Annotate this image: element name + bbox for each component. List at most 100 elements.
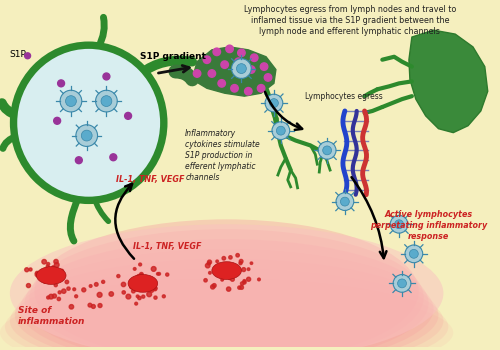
Circle shape	[124, 112, 132, 119]
Circle shape	[82, 130, 92, 141]
Circle shape	[74, 295, 78, 298]
Circle shape	[240, 282, 244, 285]
Text: Active lymphocytes
perpetating inflammatory
response: Active lymphocytes perpetating inflammat…	[370, 210, 488, 241]
Circle shape	[318, 141, 336, 159]
Circle shape	[260, 63, 268, 70]
Text: Inflammatory
cytokines stimulate
S1P production in
efferent lymphatic
channels: Inflammatory cytokines stimulate S1P pro…	[185, 129, 260, 182]
Circle shape	[398, 279, 406, 288]
Circle shape	[208, 272, 211, 274]
Circle shape	[26, 284, 30, 288]
Circle shape	[242, 268, 246, 272]
Circle shape	[216, 260, 218, 262]
Circle shape	[250, 262, 252, 265]
Circle shape	[58, 291, 61, 294]
Circle shape	[53, 273, 57, 276]
Ellipse shape	[0, 288, 454, 350]
Circle shape	[208, 262, 210, 265]
Circle shape	[248, 66, 255, 73]
Circle shape	[154, 287, 157, 291]
Circle shape	[42, 259, 46, 264]
Circle shape	[54, 262, 59, 267]
Ellipse shape	[5, 279, 448, 350]
Circle shape	[265, 94, 283, 112]
Circle shape	[208, 260, 212, 264]
Circle shape	[236, 253, 240, 257]
Circle shape	[67, 287, 70, 290]
Circle shape	[60, 269, 64, 273]
Circle shape	[240, 259, 243, 263]
Circle shape	[222, 257, 226, 260]
Circle shape	[229, 256, 232, 259]
Circle shape	[276, 126, 285, 135]
Circle shape	[60, 90, 82, 112]
Circle shape	[152, 286, 156, 290]
Circle shape	[102, 280, 104, 284]
Circle shape	[238, 49, 245, 57]
Circle shape	[206, 263, 210, 268]
Circle shape	[194, 70, 201, 77]
Circle shape	[62, 289, 66, 293]
Circle shape	[96, 90, 118, 112]
Circle shape	[250, 54, 258, 62]
Circle shape	[66, 96, 76, 106]
Circle shape	[258, 278, 260, 281]
Circle shape	[90, 285, 92, 287]
Circle shape	[46, 265, 50, 268]
Circle shape	[41, 279, 43, 281]
Circle shape	[238, 286, 241, 289]
Circle shape	[97, 292, 102, 297]
Circle shape	[69, 304, 73, 309]
Circle shape	[162, 295, 166, 298]
Ellipse shape	[212, 262, 242, 279]
Ellipse shape	[34, 219, 419, 350]
Circle shape	[76, 125, 98, 146]
Circle shape	[50, 280, 52, 283]
Circle shape	[140, 274, 142, 276]
Circle shape	[65, 280, 68, 284]
Text: Lymphocytes egress from lymph nodes and travel to
inflamed tissue via the S1P gr: Lymphocytes egress from lymph nodes and …	[244, 5, 456, 36]
Circle shape	[221, 279, 224, 281]
Circle shape	[390, 215, 408, 233]
Text: IL-1, TNF, VEGF: IL-1, TNF, VEGF	[134, 242, 202, 251]
Circle shape	[110, 154, 117, 161]
Circle shape	[147, 292, 152, 297]
Circle shape	[226, 287, 231, 291]
Circle shape	[48, 294, 54, 299]
Circle shape	[142, 295, 145, 298]
Ellipse shape	[15, 259, 438, 350]
Circle shape	[270, 99, 278, 107]
Text: Lymphocytes egress: Lymphocytes egress	[306, 92, 383, 101]
Circle shape	[410, 250, 418, 258]
Circle shape	[242, 281, 246, 284]
Ellipse shape	[30, 229, 424, 350]
Circle shape	[101, 96, 112, 106]
Circle shape	[137, 274, 140, 279]
Circle shape	[48, 275, 52, 278]
Text: S1P gradient: S1P gradient	[140, 52, 206, 61]
Ellipse shape	[128, 274, 158, 292]
Circle shape	[136, 295, 139, 298]
Circle shape	[126, 294, 131, 299]
Circle shape	[239, 262, 242, 265]
Circle shape	[212, 284, 216, 287]
Circle shape	[152, 267, 156, 271]
Polygon shape	[409, 30, 488, 133]
Polygon shape	[192, 47, 276, 96]
Circle shape	[52, 266, 54, 268]
Circle shape	[73, 288, 76, 291]
Circle shape	[136, 285, 141, 290]
Circle shape	[232, 59, 252, 78]
Circle shape	[117, 274, 120, 278]
Circle shape	[98, 303, 102, 308]
Circle shape	[54, 117, 60, 124]
Circle shape	[156, 273, 159, 275]
Ellipse shape	[10, 42, 168, 204]
Ellipse shape	[10, 268, 444, 350]
Circle shape	[54, 284, 58, 287]
Circle shape	[43, 280, 46, 283]
Circle shape	[134, 285, 138, 289]
Circle shape	[24, 268, 28, 272]
Circle shape	[236, 64, 246, 74]
Circle shape	[57, 297, 60, 301]
Circle shape	[230, 278, 234, 281]
